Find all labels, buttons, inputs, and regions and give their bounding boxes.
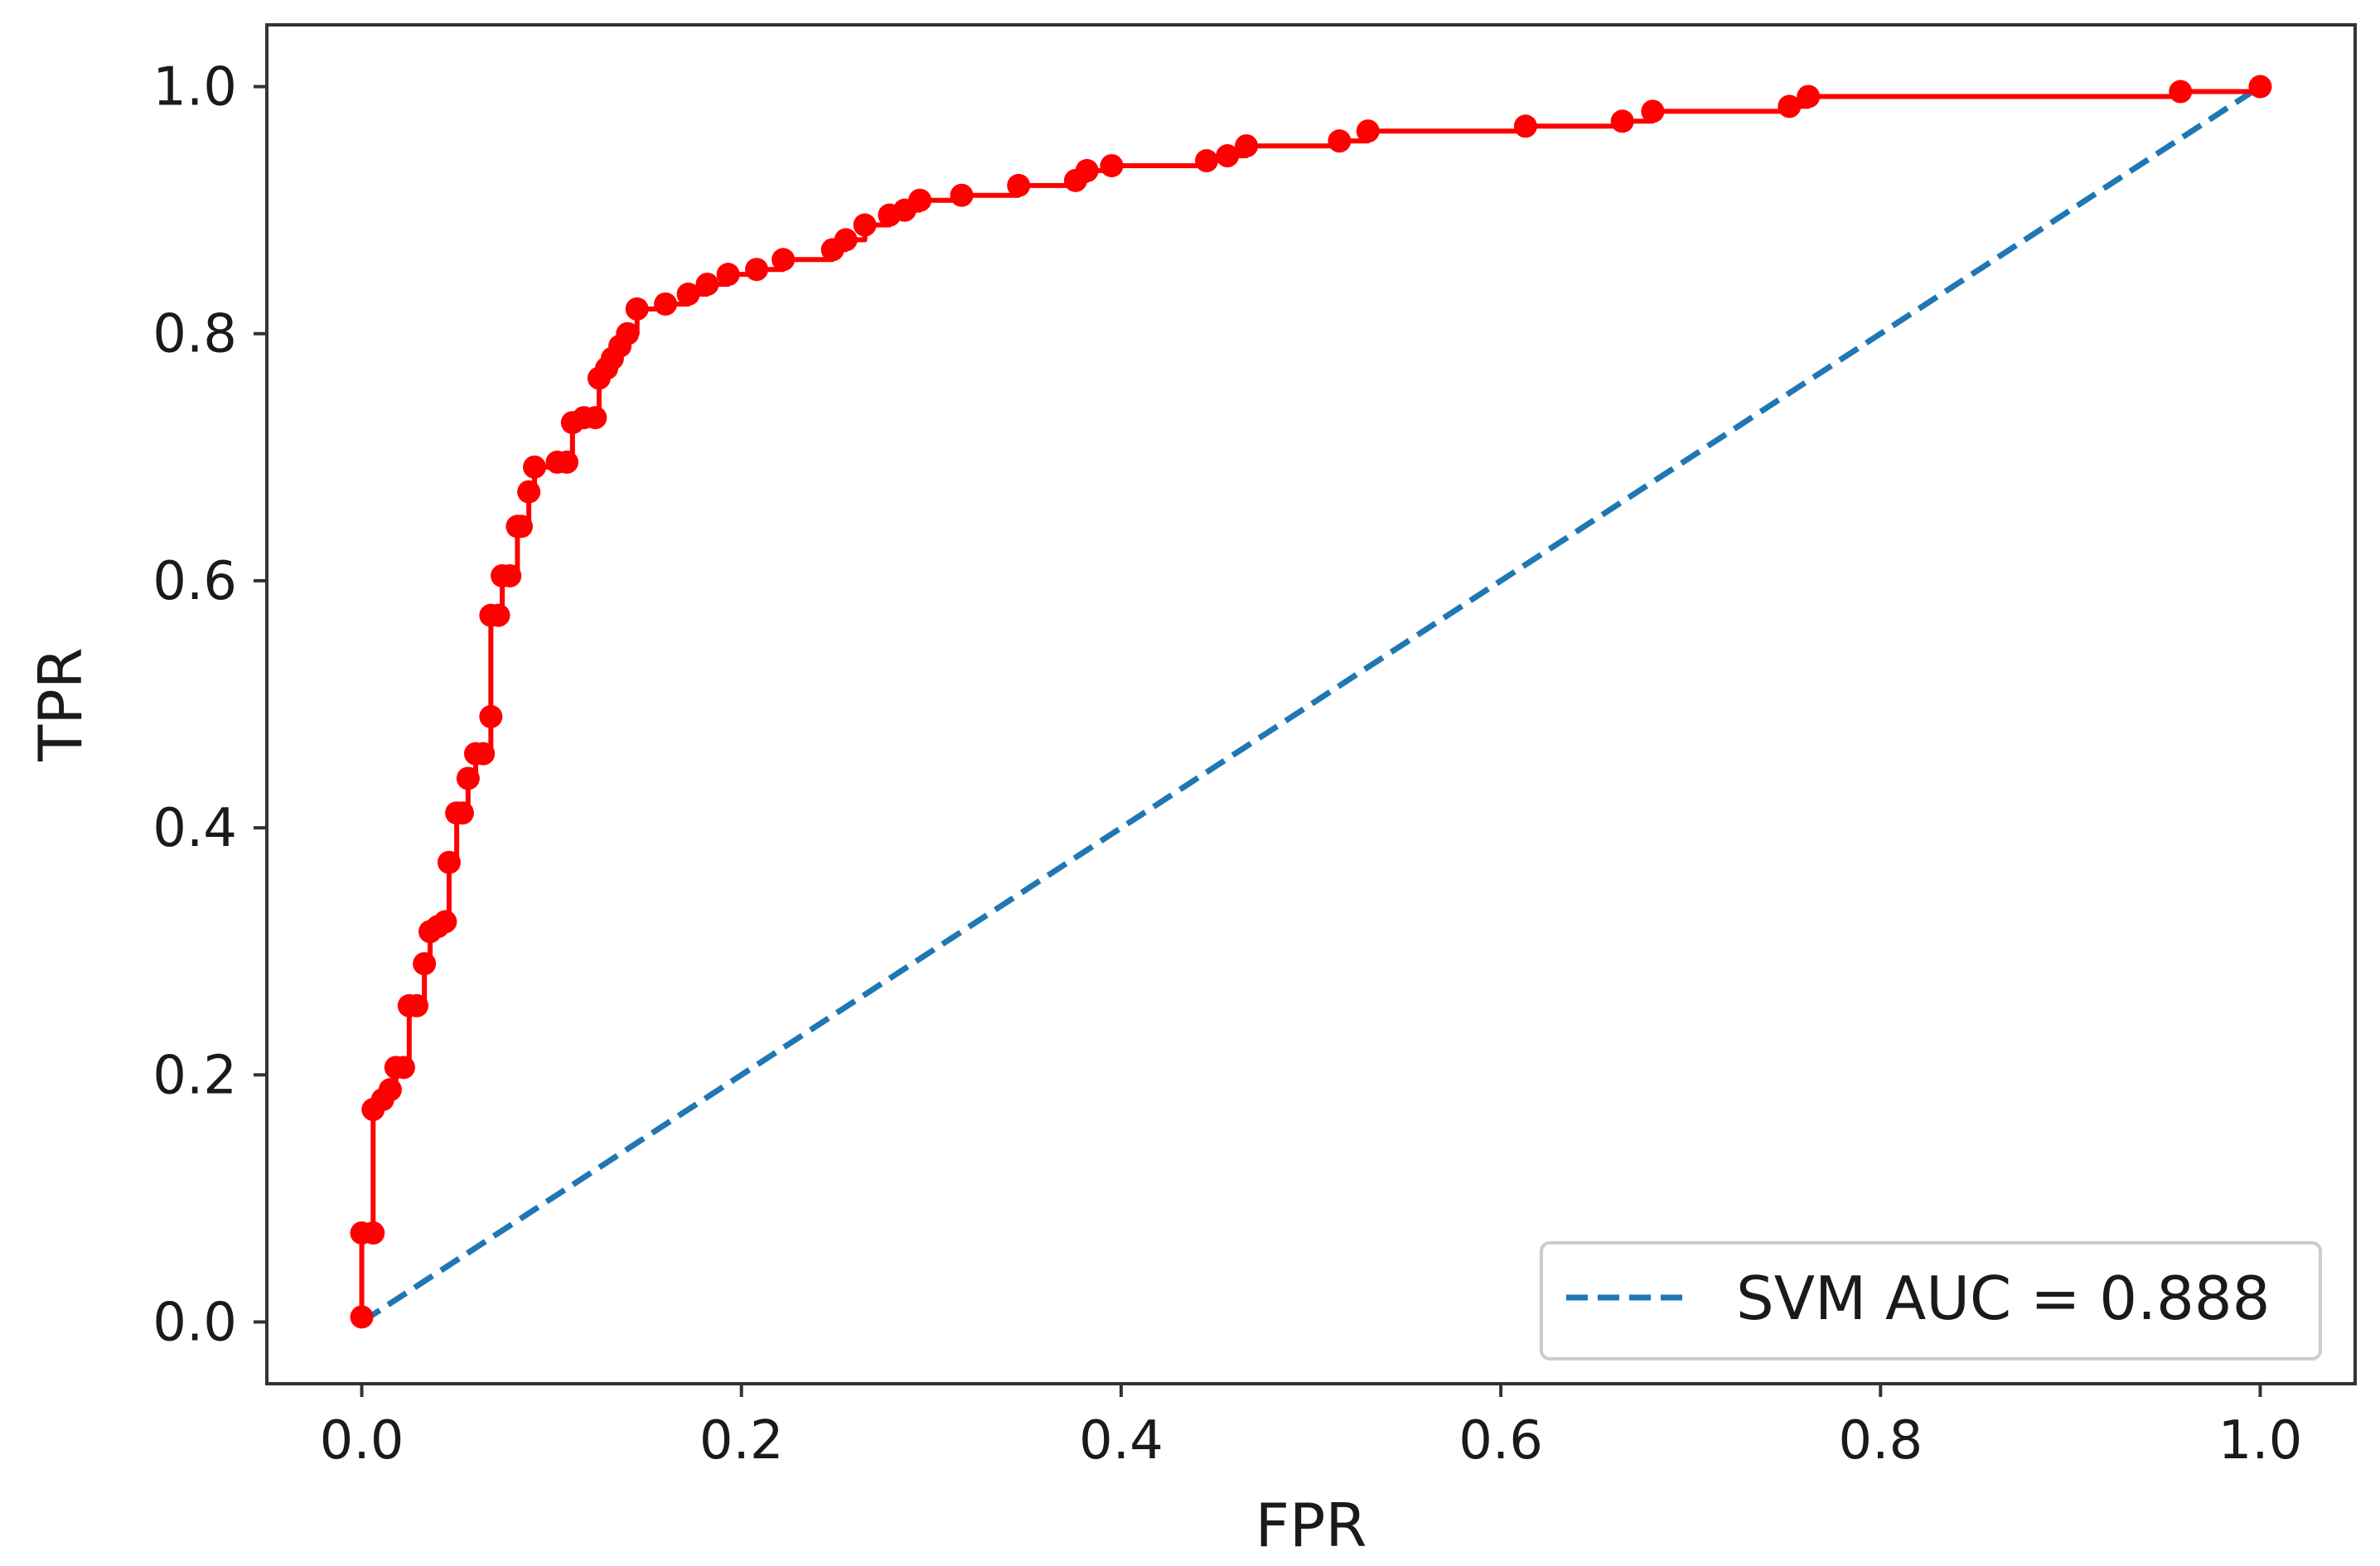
roc-point bbox=[1195, 149, 1218, 172]
roc-point bbox=[853, 213, 877, 237]
roc-point bbox=[1007, 173, 1031, 197]
roc-point bbox=[1216, 144, 1240, 168]
y-tick-label: 0.4 bbox=[152, 798, 237, 859]
roc-point bbox=[1100, 153, 1124, 177]
roc-point bbox=[456, 766, 480, 790]
roc-point bbox=[486, 603, 510, 627]
x-axis-label: FPR bbox=[1255, 1491, 1367, 1560]
roc-point bbox=[554, 450, 578, 474]
roc-point bbox=[472, 742, 496, 766]
roc-point bbox=[625, 297, 649, 321]
roc-point bbox=[450, 801, 474, 825]
legend-box bbox=[1540, 1241, 2322, 1361]
roc-point bbox=[517, 480, 541, 504]
roc-point bbox=[523, 455, 547, 479]
roc-point bbox=[391, 1056, 415, 1080]
roc-point bbox=[479, 704, 503, 728]
roc-point bbox=[716, 263, 740, 287]
roc-point bbox=[654, 292, 678, 316]
roc-point bbox=[908, 188, 932, 212]
roc-point bbox=[509, 515, 533, 539]
roc-point bbox=[616, 321, 640, 346]
series-layer bbox=[350, 75, 2272, 1329]
roc-point bbox=[437, 850, 461, 874]
roc-point bbox=[413, 952, 437, 976]
x-tick-label: 1.0 bbox=[2218, 1410, 2303, 1472]
roc-point bbox=[350, 1305, 374, 1329]
roc-point bbox=[361, 1221, 385, 1245]
roc-point bbox=[404, 993, 428, 1017]
x-tick-label: 0.0 bbox=[320, 1410, 404, 1472]
roc-point bbox=[1797, 85, 1821, 109]
roc-point bbox=[1778, 94, 1802, 118]
y-tick-label: 0.8 bbox=[152, 304, 237, 365]
roc-point bbox=[1610, 109, 1634, 133]
roc-point bbox=[1235, 134, 1259, 158]
roc-point bbox=[834, 228, 858, 252]
roc-point bbox=[950, 183, 974, 207]
y-tick-label: 0.0 bbox=[152, 1292, 237, 1353]
y-tick-label: 1.0 bbox=[152, 57, 237, 118]
legend: SVM AUC = 0.888 bbox=[1540, 1241, 2322, 1361]
roc-point bbox=[1513, 114, 1537, 138]
roc-point bbox=[676, 283, 700, 307]
roc-point bbox=[1641, 99, 1665, 123]
x-tick-label: 0.4 bbox=[1079, 1410, 1163, 1472]
x-tick-label: 0.8 bbox=[1838, 1410, 1923, 1472]
y-tick-label: 0.2 bbox=[152, 1045, 237, 1106]
y-axis-label: TPR bbox=[26, 647, 95, 761]
roc-point bbox=[1328, 129, 1352, 153]
roc-point bbox=[433, 910, 457, 934]
roc-point bbox=[2248, 75, 2272, 99]
roc-point bbox=[498, 563, 522, 587]
roc-point bbox=[378, 1078, 402, 1102]
roc-point bbox=[583, 406, 607, 430]
roc-point bbox=[745, 258, 769, 282]
roc-point bbox=[2169, 80, 2193, 104]
roc-point bbox=[1075, 158, 1099, 182]
roc-point bbox=[1356, 119, 1380, 143]
x-tick-label: 0.2 bbox=[699, 1410, 784, 1472]
ticks-layer: 0.0 0.2 0.4 0.6 0.8 1.0 0.0 0.2 0.4 0.6 0.8 1.0 bbox=[152, 57, 2302, 1472]
roc-point bbox=[695, 273, 719, 297]
x-tick-label: 0.6 bbox=[1458, 1410, 1543, 1472]
y-tick-label: 0.6 bbox=[152, 551, 237, 612]
legend-label: SVM AUC = 0.888 bbox=[1736, 1264, 2270, 1333]
roc-point bbox=[772, 248, 796, 272]
